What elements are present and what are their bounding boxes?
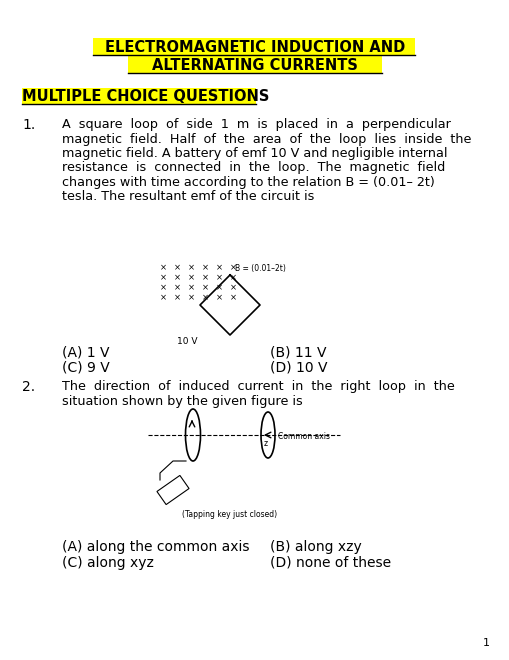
Text: ×: × [173,273,180,282]
Text: (A) 1 V: (A) 1 V [62,345,109,359]
Text: ELECTROMAGNETIC INDUCTION AND: ELECTROMAGNETIC INDUCTION AND [105,40,404,55]
Text: (Tapping key just closed): (Tapping key just closed) [182,510,277,519]
Text: ×: × [229,294,236,302]
Text: (C) 9 V: (C) 9 V [62,360,109,374]
Text: changes with time according to the relation B = (0.01– 2t): changes with time according to the relat… [62,176,434,189]
Text: ×: × [201,273,208,282]
Text: ×: × [173,263,180,273]
Text: (D) none of these: (D) none of these [269,556,390,570]
Text: (C) along xyz: (C) along xyz [62,556,154,570]
Text: ×: × [173,284,180,292]
Text: ×: × [201,284,208,292]
Text: ×: × [187,294,194,302]
Text: resistance  is  connected  in  the  loop.  The  magnetic  field: resistance is connected in the loop. The… [62,162,444,174]
Text: 10 V: 10 V [177,337,197,346]
Text: The  direction  of  induced  current  in  the  right  loop  in  the: The direction of induced current in the … [62,380,454,393]
FancyBboxPatch shape [128,56,381,73]
Text: tesla. The resultant emf of the circuit is: tesla. The resultant emf of the circuit … [62,191,314,203]
Text: ×: × [187,263,194,273]
Text: Common axis: Common axis [277,432,329,441]
FancyBboxPatch shape [22,88,256,104]
Text: ×: × [187,273,194,282]
Text: ×: × [201,263,208,273]
Text: magnetic  field.  Half  of  the  area  of  the  loop  lies  inside  the: magnetic field. Half of the area of the … [62,133,470,145]
Text: (B) along xzy: (B) along xzy [269,540,361,554]
Text: ×: × [215,273,222,282]
Text: (D) 10 V: (D) 10 V [269,360,327,374]
Text: 2.: 2. [22,380,35,394]
Text: ×: × [201,294,208,302]
Text: ×: × [229,284,236,292]
Text: magnetic field. A battery of emf 10 V and negligible internal: magnetic field. A battery of emf 10 V an… [62,147,446,160]
Text: (A) along the common axis: (A) along the common axis [62,540,249,554]
Text: ×: × [159,284,166,292]
Text: situation shown by the given figure is: situation shown by the given figure is [62,395,302,407]
Text: ×: × [187,284,194,292]
Polygon shape [157,475,189,505]
Text: z: z [264,439,268,448]
Text: ×: × [229,273,236,282]
Text: ×: × [215,263,222,273]
Text: ×: × [173,294,180,302]
Text: MULTIPLE CHOICE QUESTIONS: MULTIPLE CHOICE QUESTIONS [22,89,269,104]
Text: A  square  loop  of  side  1  m  is  placed  in  a  perpendicular: A square loop of side 1 m is placed in a… [62,118,450,131]
Text: ALTERNATING CURRENTS: ALTERNATING CURRENTS [152,58,357,73]
Text: B = (0.01–2t): B = (0.01–2t) [235,264,286,273]
Text: 1.: 1. [22,118,35,132]
Text: ×: × [229,263,236,273]
Text: ×: × [215,284,222,292]
Text: ×: × [159,294,166,302]
Text: ×: × [159,263,166,273]
FancyBboxPatch shape [93,38,414,55]
Text: ×: × [215,294,222,302]
Text: 1: 1 [482,638,489,648]
Text: (B) 11 V: (B) 11 V [269,345,326,359]
Text: ×: × [159,273,166,282]
